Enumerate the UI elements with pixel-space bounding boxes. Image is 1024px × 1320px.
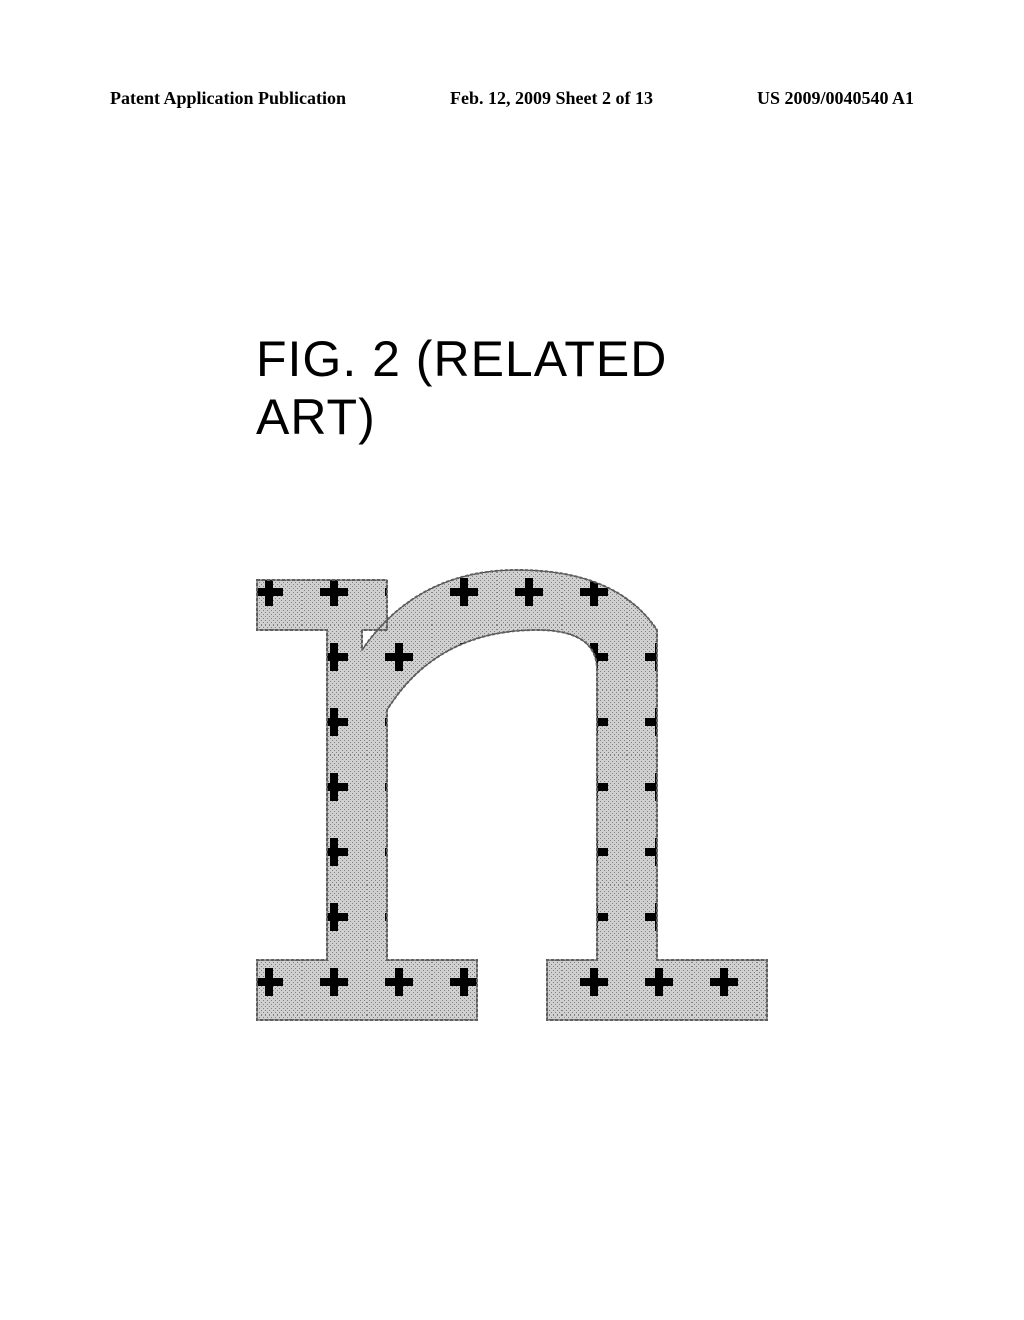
letter-n-path — [257, 570, 767, 1020]
header-left: Patent Application Publication — [110, 88, 346, 109]
header-center: Feb. 12, 2009 Sheet 2 of 13 — [450, 88, 653, 109]
figure-container — [237, 560, 787, 1040]
letter-n-figure — [237, 560, 787, 1040]
header-right: US 2009/0040540 A1 — [757, 88, 914, 109]
figure-title: FIG. 2 (RELATED ART) — [256, 330, 768, 446]
patent-header: Patent Application Publication Feb. 12, … — [110, 88, 914, 109]
